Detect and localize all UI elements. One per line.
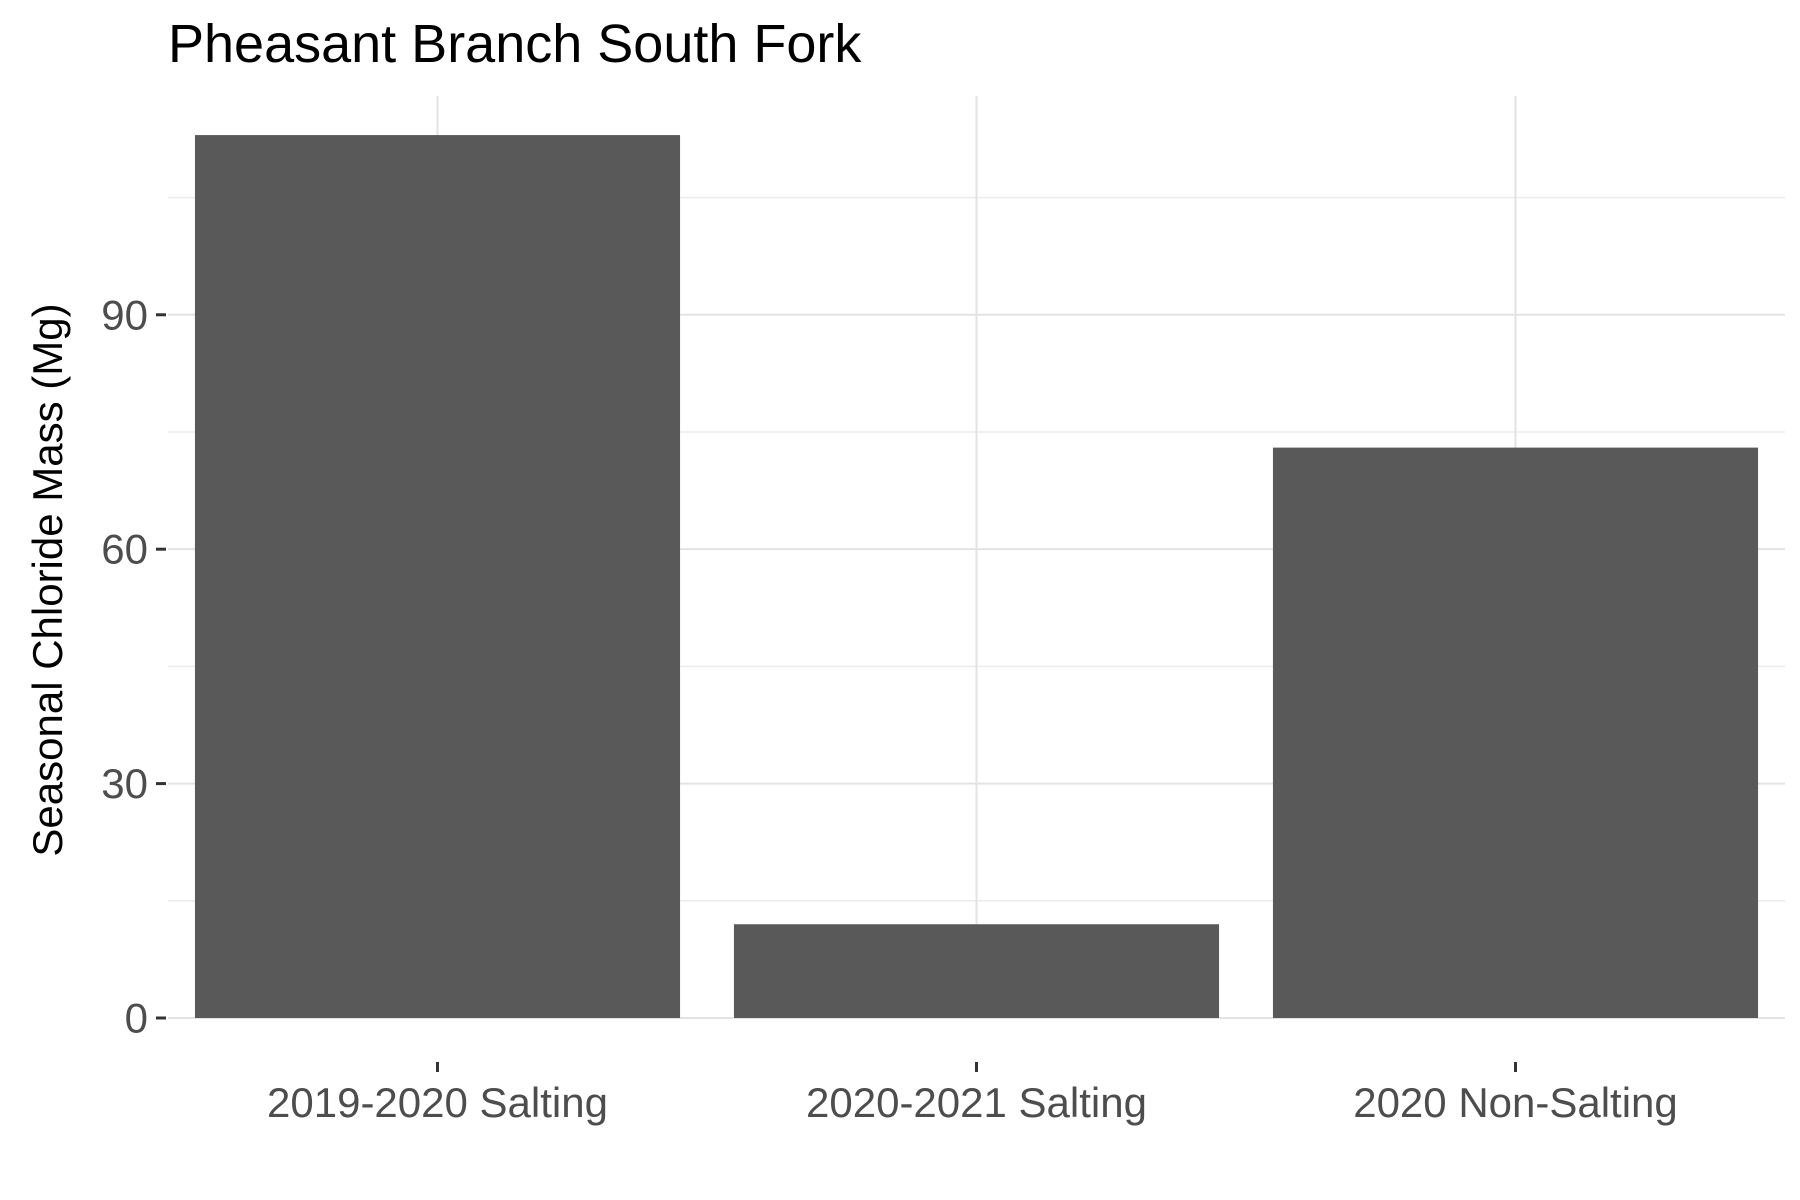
y-tick-label: 0 — [125, 995, 148, 1042]
x-axis: 2019-2020 Salting 2020-2021 Salting 2020 N… — [267, 1062, 1678, 1126]
y-tick-label: 90 — [101, 291, 148, 338]
y-tick-label: 30 — [101, 760, 148, 807]
bar — [1272, 447, 1759, 1018]
y-axis-label: Seasonal Chloride Mass (Mg) — [24, 303, 71, 856]
x-tick-label: 2020-2021 Salting — [806, 1079, 1147, 1126]
y-tick-label: 60 — [101, 526, 148, 573]
bars — [194, 135, 1759, 1018]
x-tick-label: 2019-2020 Salting — [267, 1079, 608, 1126]
y-axis: 0 30 60 90 — [101, 291, 166, 1042]
bar — [733, 924, 1220, 1018]
x-tick-label: 2020 Non-Salting — [1353, 1079, 1678, 1126]
chart-title: Pheasant Branch South Fork — [168, 14, 862, 74]
bar — [194, 135, 681, 1018]
